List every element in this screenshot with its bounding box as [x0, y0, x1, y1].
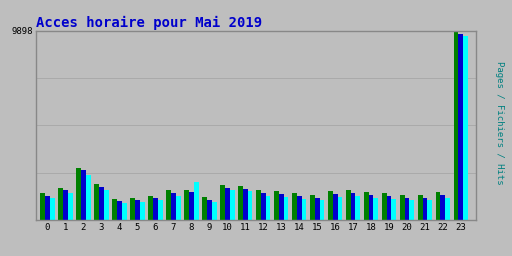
Bar [458, 34, 463, 220]
Bar [428, 200, 432, 220]
Bar [140, 202, 145, 220]
Bar [266, 196, 270, 220]
Bar [243, 189, 248, 220]
Bar [333, 194, 337, 220]
Bar [404, 198, 410, 220]
Bar [382, 193, 387, 220]
Bar [315, 198, 319, 220]
Text: Pages / Fichiers / Hits: Pages / Fichiers / Hits [495, 61, 504, 185]
Bar [225, 188, 230, 220]
Bar [112, 199, 117, 220]
Bar [220, 185, 225, 220]
Bar [436, 193, 440, 220]
Bar [400, 195, 404, 220]
Bar [207, 200, 211, 220]
Bar [355, 196, 360, 220]
Bar [68, 193, 73, 220]
Bar [463, 36, 468, 220]
Bar [202, 197, 207, 220]
Bar [45, 196, 50, 220]
Bar [86, 175, 91, 220]
Bar [238, 186, 243, 220]
Bar [310, 195, 315, 220]
Bar [319, 200, 325, 220]
Bar [351, 193, 355, 220]
Bar [346, 190, 351, 220]
Bar [194, 182, 199, 220]
Bar [328, 191, 333, 220]
Bar [122, 203, 126, 220]
Bar [445, 198, 450, 220]
Bar [440, 195, 445, 220]
Bar [391, 199, 396, 220]
Bar [117, 201, 122, 220]
Bar [261, 193, 266, 220]
Bar [279, 194, 284, 220]
Bar [58, 188, 63, 220]
Bar [81, 170, 86, 220]
Bar [373, 198, 378, 220]
Bar [364, 193, 369, 220]
Bar [63, 190, 68, 220]
Bar [302, 199, 306, 220]
Bar [99, 187, 104, 220]
Bar [369, 195, 373, 220]
Bar [94, 184, 99, 220]
Bar [422, 198, 428, 220]
Bar [337, 197, 343, 220]
Bar [184, 189, 189, 220]
Bar [130, 198, 135, 220]
Bar [176, 196, 181, 220]
Bar [104, 189, 109, 220]
Bar [158, 200, 163, 220]
Bar [230, 190, 234, 220]
Bar [211, 202, 217, 220]
Bar [274, 191, 279, 220]
Bar [171, 193, 176, 220]
Bar [410, 200, 414, 220]
Bar [148, 196, 153, 220]
Bar [248, 191, 252, 220]
Bar [40, 193, 45, 220]
Bar [76, 167, 81, 220]
Bar [284, 197, 288, 220]
Bar [135, 200, 140, 220]
Bar [256, 190, 261, 220]
Bar [166, 190, 171, 220]
Bar [454, 31, 458, 220]
Bar [297, 196, 302, 220]
Bar [50, 198, 55, 220]
Bar [292, 193, 297, 220]
Text: Acces horaire pour Mai 2019: Acces horaire pour Mai 2019 [36, 15, 262, 29]
Bar [153, 198, 158, 220]
Bar [387, 196, 391, 220]
Bar [189, 193, 194, 220]
Bar [418, 195, 422, 220]
